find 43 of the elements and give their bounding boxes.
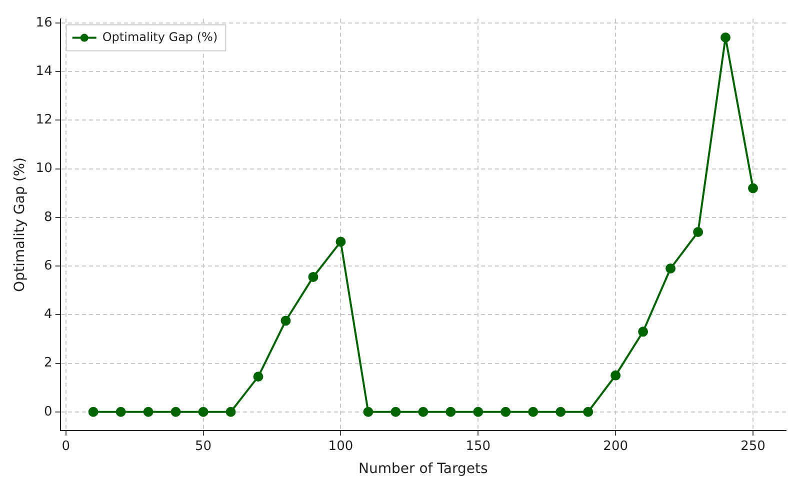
x-tick-label: 150 bbox=[466, 438, 491, 454]
point bbox=[528, 406, 538, 417]
point bbox=[500, 406, 511, 417]
point bbox=[748, 183, 758, 194]
y-tick-label: 12 bbox=[36, 112, 52, 128]
y-tick-label: 0 bbox=[44, 404, 52, 420]
point bbox=[638, 326, 648, 337]
point bbox=[418, 406, 428, 417]
point bbox=[308, 272, 318, 282]
y-tick-label: 2 bbox=[44, 356, 52, 371]
x-tick-label: 50 bbox=[195, 438, 212, 454]
point bbox=[143, 406, 154, 417]
y-tick-label: 14 bbox=[36, 64, 52, 79]
point bbox=[720, 32, 731, 43]
point bbox=[88, 406, 98, 417]
y-tick-label: 8 bbox=[44, 210, 52, 225]
point bbox=[390, 406, 401, 417]
y-tick-label: 16 bbox=[36, 15, 52, 30]
point bbox=[583, 406, 594, 417]
x-tick-label: 0 bbox=[62, 438, 70, 454]
x-tick-label: 100 bbox=[328, 438, 354, 454]
point bbox=[363, 406, 374, 417]
point bbox=[473, 406, 484, 417]
point bbox=[253, 372, 264, 382]
x-axis-title: Number of Targets bbox=[358, 461, 488, 478]
y-tick-label: 4 bbox=[44, 307, 52, 322]
point bbox=[336, 236, 346, 247]
y-tick-label: 10 bbox=[36, 161, 52, 176]
point bbox=[556, 406, 566, 417]
point bbox=[446, 406, 456, 417]
point bbox=[610, 370, 621, 380]
y-tick-label: 6 bbox=[44, 258, 52, 274]
x-tick-label: 200 bbox=[603, 438, 628, 454]
point bbox=[226, 406, 236, 417]
point bbox=[198, 406, 208, 417]
point bbox=[666, 263, 676, 274]
point bbox=[170, 406, 181, 417]
point bbox=[116, 406, 126, 417]
y-axis-title: Optimality Gap (%) bbox=[12, 157, 28, 292]
point bbox=[693, 226, 704, 237]
legend-label: Optimality Gap (%) bbox=[102, 30, 218, 44]
point bbox=[280, 316, 291, 326]
x-tick-label: 250 bbox=[740, 438, 766, 454]
